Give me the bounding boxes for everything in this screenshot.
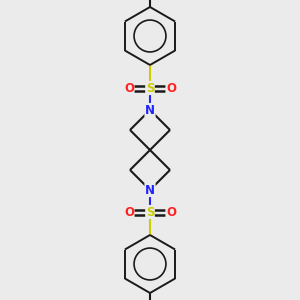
Text: O: O	[124, 206, 134, 218]
Text: O: O	[166, 82, 176, 94]
Text: S: S	[146, 82, 154, 94]
Text: S: S	[146, 206, 154, 218]
Text: N: N	[145, 184, 155, 196]
Text: N: N	[145, 103, 155, 116]
Text: O: O	[166, 206, 176, 218]
Text: O: O	[124, 82, 134, 94]
